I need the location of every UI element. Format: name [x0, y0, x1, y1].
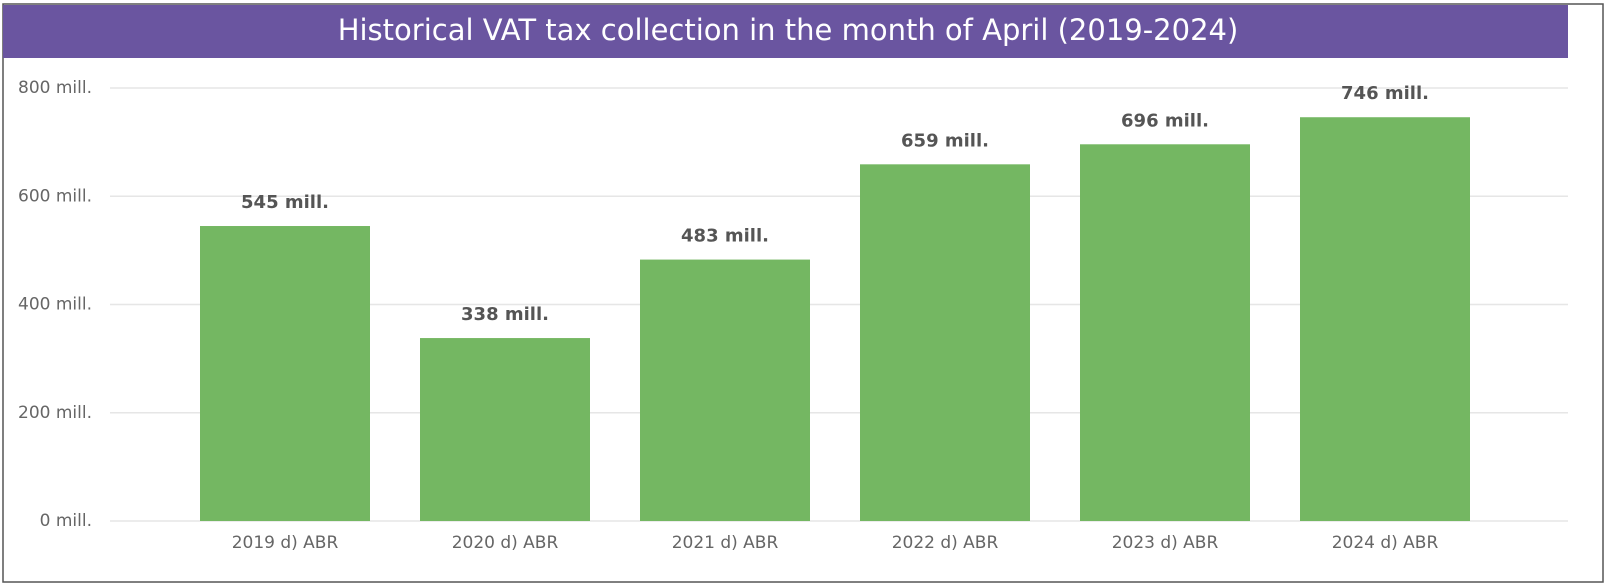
- x-tick-label: 2023 d) ABR: [1112, 533, 1219, 553]
- data-label: 483 mill.: [681, 226, 769, 247]
- x-tick-label: 2021 d) ABR: [672, 533, 779, 553]
- y-tick-label: 800 mill.: [18, 78, 92, 98]
- chart-title: Historical VAT tax collection in the mon…: [338, 13, 1239, 47]
- bar: [1080, 144, 1250, 522]
- y-tick-label: 200 mill.: [18, 403, 92, 423]
- y-tick-label: 0 mill.: [40, 511, 92, 531]
- x-tick-label: 2024 d) ABR: [1332, 533, 1439, 553]
- data-label: 659 mill.: [901, 130, 989, 151]
- bar: [420, 338, 590, 521]
- bar: [640, 259, 810, 521]
- y-tick-label: 400 mill.: [18, 295, 92, 315]
- data-label: 338 mill.: [461, 304, 549, 325]
- y-tick-label: 600 mill.: [18, 186, 92, 206]
- data-label: 696 mill.: [1121, 110, 1209, 131]
- x-tick-label: 2022 d) ABR: [892, 533, 999, 553]
- x-tick-label: 2020 d) ABR: [452, 533, 559, 553]
- data-label: 746 mill.: [1341, 83, 1429, 104]
- title-bar: [3, 5, 1568, 58]
- bar: [200, 226, 370, 522]
- bar: [1300, 117, 1470, 521]
- x-tick-label: 2019 d) ABR: [232, 533, 339, 553]
- bar: [860, 164, 1030, 521]
- data-label: 545 mill.: [241, 192, 329, 213]
